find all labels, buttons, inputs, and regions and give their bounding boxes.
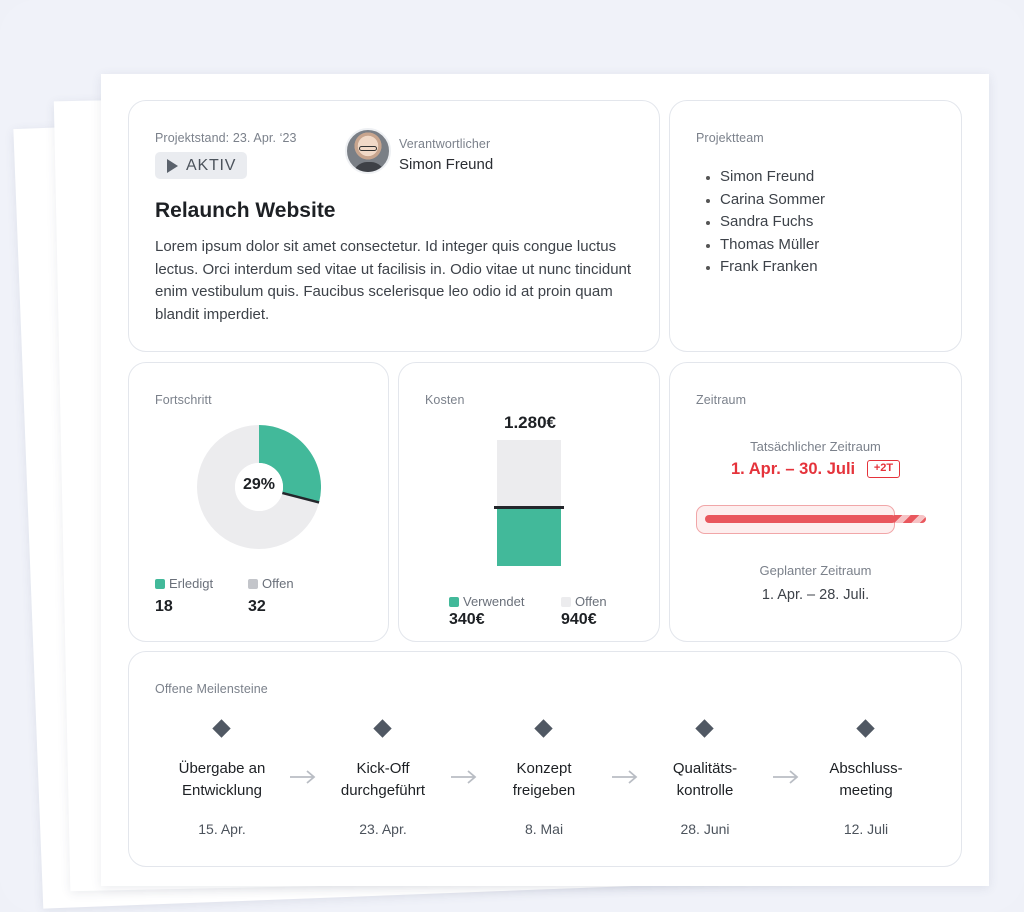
milestone-diamond-icon xyxy=(856,719,875,738)
team-member: Frank Franken xyxy=(706,256,825,279)
milestone-date: 15. Apr. xyxy=(198,821,246,837)
team-label: Projektteam xyxy=(696,131,764,145)
milestone-diamond-icon xyxy=(212,719,231,738)
legend-open: Offen xyxy=(248,575,294,593)
arrow-right-icon xyxy=(612,770,638,784)
milestone-title: Kick-Off durchgeführt xyxy=(340,760,426,799)
cost-used-value: 340€ xyxy=(449,611,485,628)
costs-card: Kosten 1.280€ Verwendet 340€ Offen 940€ xyxy=(398,362,660,642)
milestone-title: Übergabe an Entwicklung xyxy=(178,760,266,799)
timeline-bar xyxy=(705,515,896,523)
legend-done-label: Erledigt xyxy=(169,576,214,591)
legend-done: Erledigt xyxy=(155,575,213,593)
avatar xyxy=(345,128,391,174)
legend-cost-open-swatch xyxy=(561,597,571,607)
milestone-title: Abschluss-meeting xyxy=(829,760,903,799)
project-description: Lorem ipsum dolor sit amet consectetur. … xyxy=(155,238,632,323)
team-member: Thomas Müller xyxy=(706,234,825,257)
team-list: Simon Freund Carina Sommer Sandra Fuchs … xyxy=(706,166,825,279)
legend-done-swatch xyxy=(155,579,165,589)
milestone-diamond-icon xyxy=(373,719,392,738)
donut-done-segment xyxy=(257,425,321,503)
cost-budget: 1.280€ xyxy=(504,413,556,432)
legend-open-label: Offen xyxy=(262,576,294,591)
done-count: 18 xyxy=(155,598,173,615)
planned-period-value: 1. Apr. – 28. Juli. xyxy=(761,587,870,603)
legend-open-swatch xyxy=(248,579,258,589)
cost-open-value: 940€ xyxy=(561,611,597,628)
progress-donut xyxy=(197,425,321,549)
delay-badge: +2T xyxy=(867,460,900,478)
milestone-diamond-icon xyxy=(534,719,553,738)
play-icon xyxy=(167,158,178,173)
legend-used-swatch xyxy=(449,597,459,607)
donut-marker xyxy=(281,491,320,504)
legend-used-label: Verwendet xyxy=(463,594,525,609)
status-badge: AKTIV xyxy=(155,152,247,179)
project-card: Projektstand: 23. Apr. ‘23 AKTIV Verantw… xyxy=(128,100,660,352)
milestones-card: Offene Meilensteine Übergabe an Entwicklu… xyxy=(128,651,962,867)
actual-period-label: Tatsächlicher Zeitraum xyxy=(750,439,881,454)
actual-period-value: 1. Apr. – 30. Juli xyxy=(731,460,856,478)
owner-label: Verantwortlicher xyxy=(399,137,491,151)
milestones-label: Offene Meilensteine xyxy=(155,682,268,696)
cost-bar-marker xyxy=(494,506,564,509)
status-badge-label: AKTIV xyxy=(186,156,237,174)
page-title: Relaunch Website xyxy=(155,199,336,222)
milestone-diamond-icon xyxy=(695,719,714,738)
progress-card: Fortschritt 29% Erledigt 18 Offen 32 xyxy=(128,362,389,642)
owner-name: Simon Freund xyxy=(399,156,494,173)
arrow-right-icon xyxy=(290,770,316,784)
legend-used: Verwendet xyxy=(449,593,524,611)
milestone-date: 23. Apr. xyxy=(359,821,407,837)
costs-label: Kosten xyxy=(425,393,465,407)
milestone-date: 8. Mai xyxy=(524,821,564,837)
progress-label: Fortschritt xyxy=(155,393,212,407)
milestone-title: Konzept freigeben xyxy=(512,760,576,799)
team-card: Projektteam Simon Freund Carina Sommer S… xyxy=(669,100,962,352)
progress-percent: 29% xyxy=(242,476,276,493)
legend-cost-open: Offen xyxy=(561,593,607,611)
arrow-right-icon xyxy=(451,770,477,784)
open-count: 32 xyxy=(248,598,266,615)
milestone-title: Qualitäts-kontrolle xyxy=(672,760,738,799)
team-member: Sandra Fuchs xyxy=(706,211,825,234)
timeline-overrun xyxy=(894,515,926,523)
period-card: Zeitraum Tatsächlicher Zeitraum 1. Apr. … xyxy=(669,362,962,642)
milestone-date: 28. Juni xyxy=(680,821,730,837)
legend-cost-open-label: Offen xyxy=(575,594,607,609)
planned-period-label: Geplanter Zeitraum xyxy=(759,563,872,578)
team-member: Carina Sommer xyxy=(706,189,825,212)
milestone-date: 12. Juli xyxy=(843,821,889,837)
period-label: Zeitraum xyxy=(696,393,747,407)
status-date: Projektstand: 23. Apr. ‘23 xyxy=(155,131,297,145)
cost-bar-used xyxy=(497,508,561,566)
cost-bar-open xyxy=(497,440,561,508)
arrow-right-icon xyxy=(773,770,799,784)
team-member: Simon Freund xyxy=(706,166,825,189)
